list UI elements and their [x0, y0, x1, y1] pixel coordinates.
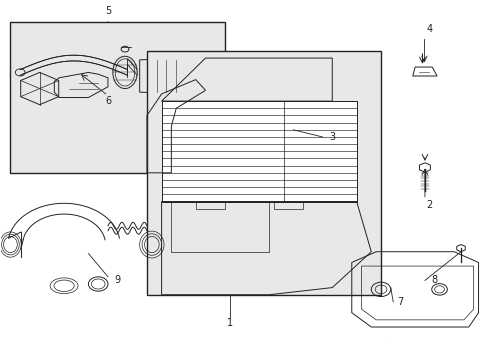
Text: 2: 2 [426, 200, 432, 210]
Text: 4: 4 [426, 24, 432, 35]
Text: 5: 5 [104, 6, 111, 17]
Text: 9: 9 [114, 275, 121, 285]
Polygon shape [161, 101, 356, 202]
Text: 7: 7 [397, 297, 403, 307]
Bar [147, 51, 380, 295]
Text: 6: 6 [105, 96, 111, 106]
Text: 1: 1 [226, 319, 232, 328]
Bar [10, 22, 224, 173]
Text: 8: 8 [431, 275, 437, 285]
Text: 3: 3 [328, 132, 335, 142]
